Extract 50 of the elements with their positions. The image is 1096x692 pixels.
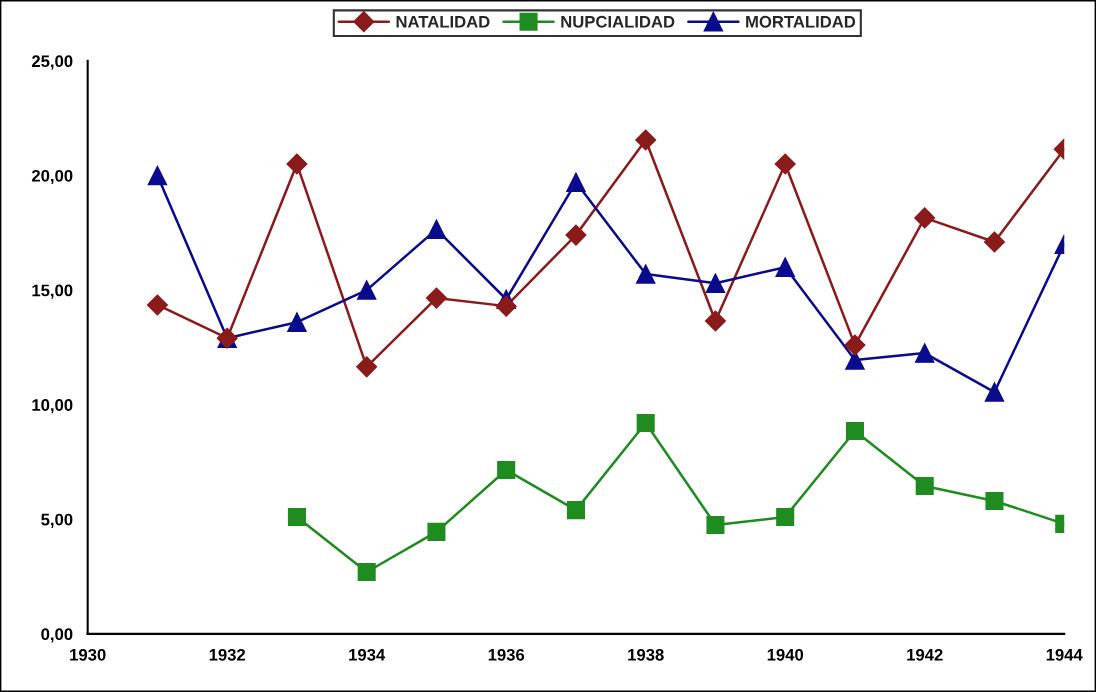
point: [357, 562, 376, 582]
point: [985, 491, 1004, 510]
point: [636, 413, 655, 433]
x-tick-label: 1940: [767, 648, 804, 661]
point: [914, 343, 935, 363]
y-tick-label: 10,00: [32, 399, 73, 414]
point: [287, 312, 307, 332]
y-tick-label: 0,00: [41, 628, 73, 643]
point: [705, 273, 726, 293]
x-tick-label: 1930: [70, 648, 106, 661]
point: [635, 264, 656, 284]
legend-label: NUPCIALIDAD: [561, 15, 675, 28]
point: [426, 219, 447, 240]
point: [984, 382, 1005, 402]
point: [706, 515, 725, 535]
x-tick-label: 1938: [628, 648, 664, 661]
point: [915, 477, 934, 496]
legend-label: NATALIDAD: [396, 16, 490, 28]
point: [427, 522, 446, 541]
x-tick-label: 1944: [1046, 648, 1083, 661]
x-tick-label: 1942: [907, 648, 943, 661]
point: [495, 295, 517, 317]
point: [983, 231, 1005, 253]
point: [914, 207, 936, 229]
point: [845, 422, 864, 441]
point: [776, 507, 795, 527]
y-tick-label: 15,00: [32, 284, 73, 299]
point: [635, 129, 657, 151]
y-tick-label: 20,00: [31, 169, 73, 185]
legend-label: MORTALIDAD: [746, 15, 856, 28]
point: [844, 334, 866, 356]
point: [566, 172, 586, 193]
y-tick-label: 25,00: [31, 55, 73, 70]
point: [147, 165, 168, 186]
x-tick-label: 1932: [209, 648, 246, 661]
point: [356, 356, 378, 378]
y-tick-label: 5,00: [41, 513, 73, 528]
point: [356, 280, 377, 300]
point: [146, 294, 168, 316]
point: [565, 224, 587, 246]
point: [704, 310, 726, 332]
point: [566, 501, 585, 520]
x-tick-label: 1936: [488, 648, 525, 661]
point: [774, 153, 796, 175]
point: [286, 153, 308, 175]
point: [775, 257, 795, 277]
point: [497, 460, 516, 480]
point: [425, 287, 447, 309]
point: [287, 507, 306, 527]
x-tick-label: 1934: [349, 648, 386, 661]
